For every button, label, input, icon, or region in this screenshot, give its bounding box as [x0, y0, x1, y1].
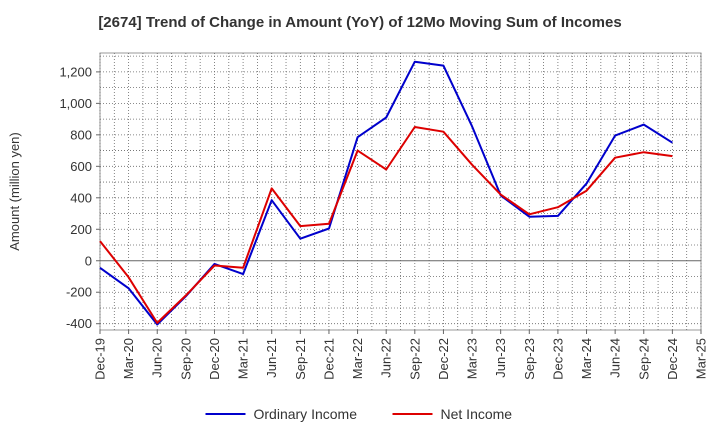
- x-tick-label: Mar-24: [579, 338, 594, 379]
- y-tick-label: 0: [85, 253, 92, 268]
- x-tick-label: Jun-20: [150, 338, 165, 378]
- x-tick-label: Dec-22: [436, 338, 451, 380]
- y-tick-label: 800: [70, 127, 92, 142]
- x-tick-label: Sep-23: [522, 338, 537, 380]
- grid: [99, 52, 702, 331]
- legend-label-net-income: Net Income: [441, 406, 513, 422]
- x-tick-label: Dec-24: [665, 338, 680, 380]
- x-tick-label: Sep-24: [636, 338, 651, 380]
- x-tick-label: Mar-25: [694, 338, 709, 379]
- x-tick-label: Mar-21: [236, 338, 251, 379]
- x-tick-label: Sep-22: [407, 338, 422, 380]
- axes: -400 -200 0 200 400 600 800 1,000 1,200 Dec-19 Mar…: [7, 64, 709, 380]
- legend: Ordinary Income Net Income: [205, 406, 513, 422]
- series-line-net-income: [99, 126, 673, 324]
- x-tick-label: Jun-21: [264, 338, 279, 378]
- y-tick-label: 600: [70, 159, 92, 174]
- x-tick-label: Dec-21: [321, 338, 336, 380]
- x-tick-label: Jun-23: [493, 338, 508, 378]
- x-tick-label: Dec-20: [207, 338, 222, 380]
- x-tick-label: Mar-22: [350, 338, 365, 379]
- x-tick-label: Jun-22: [379, 338, 394, 378]
- x-tick-label: Sep-20: [178, 338, 193, 380]
- y-tick-label: -200: [66, 285, 92, 300]
- y-tick-label: 1,200: [59, 64, 92, 79]
- y-tick-label: -400: [66, 316, 92, 331]
- x-tick-label: Mar-23: [465, 338, 480, 379]
- series-lines: [99, 60, 673, 326]
- x-tick-label: Mar-20: [121, 338, 136, 379]
- y-tick-label: 1,000: [59, 96, 92, 111]
- y-axis-label: Amount (million yen): [7, 132, 22, 251]
- y-tick-label: 400: [70, 190, 92, 205]
- x-tick-label: Sep-21: [293, 338, 308, 380]
- y-tick-label: 200: [70, 222, 92, 237]
- x-tick-label: Dec-23: [550, 338, 565, 380]
- legend-label-ordinary-income: Ordinary Income: [254, 406, 358, 422]
- x-tick-label: Dec-19: [93, 338, 108, 380]
- x-tick-label: Jun-24: [608, 338, 623, 378]
- chart-title: [2674] Trend of Change in Amount (YoY) o…: [98, 14, 622, 31]
